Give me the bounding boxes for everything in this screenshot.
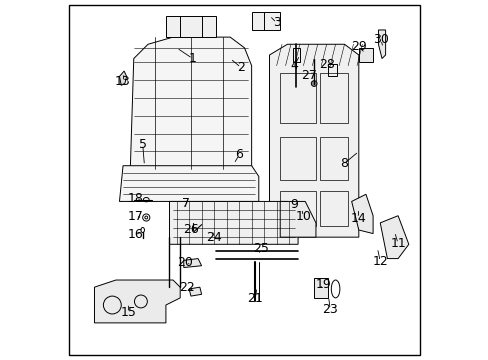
- Bar: [319, 137, 347, 180]
- Text: 27: 27: [301, 69, 317, 82]
- Polygon shape: [280, 202, 315, 237]
- Text: 6: 6: [235, 148, 243, 162]
- Text: 15: 15: [120, 306, 136, 319]
- Text: 14: 14: [349, 212, 365, 225]
- Text: 7: 7: [181, 197, 189, 210]
- Text: 10: 10: [295, 210, 311, 223]
- Polygon shape: [251, 12, 280, 30]
- Text: 1: 1: [188, 52, 196, 65]
- Bar: [358, 48, 372, 62]
- Polygon shape: [351, 194, 372, 234]
- Text: 12: 12: [371, 255, 387, 268]
- Text: 11: 11: [389, 237, 405, 250]
- Text: 21: 21: [247, 292, 263, 305]
- Polygon shape: [183, 258, 201, 267]
- Bar: [328, 64, 337, 76]
- Bar: [319, 191, 347, 226]
- Bar: [319, 73, 347, 123]
- Text: 30: 30: [372, 33, 388, 46]
- Polygon shape: [380, 216, 408, 258]
- Text: 24: 24: [206, 231, 222, 244]
- Polygon shape: [94, 280, 180, 323]
- Text: 13: 13: [115, 75, 131, 88]
- Bar: [280, 137, 315, 180]
- Text: 25: 25: [252, 242, 268, 255]
- Bar: [313, 278, 328, 298]
- Bar: [292, 48, 299, 62]
- Bar: [280, 191, 315, 226]
- Text: 17: 17: [127, 210, 143, 223]
- Polygon shape: [189, 287, 201, 296]
- Bar: [280, 73, 315, 123]
- Text: 22: 22: [179, 282, 195, 294]
- Text: 19: 19: [315, 278, 330, 291]
- Polygon shape: [130, 37, 251, 173]
- Polygon shape: [269, 44, 358, 237]
- Polygon shape: [378, 30, 385, 59]
- Text: 5: 5: [139, 138, 146, 151]
- Text: 4: 4: [290, 59, 298, 72]
- Text: 23: 23: [322, 303, 337, 316]
- Polygon shape: [165, 16, 216, 37]
- Text: 3: 3: [272, 16, 280, 29]
- Text: 28: 28: [319, 58, 335, 71]
- Polygon shape: [119, 71, 126, 85]
- Text: 2: 2: [237, 61, 244, 74]
- Text: 16: 16: [127, 228, 143, 241]
- Polygon shape: [169, 202, 298, 244]
- Text: 26: 26: [183, 223, 199, 236]
- Text: 18: 18: [127, 192, 143, 205]
- Text: 8: 8: [339, 157, 347, 170]
- Text: 9: 9: [290, 198, 298, 211]
- Ellipse shape: [311, 81, 316, 86]
- Text: 20: 20: [177, 256, 193, 269]
- Polygon shape: [119, 166, 258, 202]
- Text: 29: 29: [350, 40, 366, 53]
